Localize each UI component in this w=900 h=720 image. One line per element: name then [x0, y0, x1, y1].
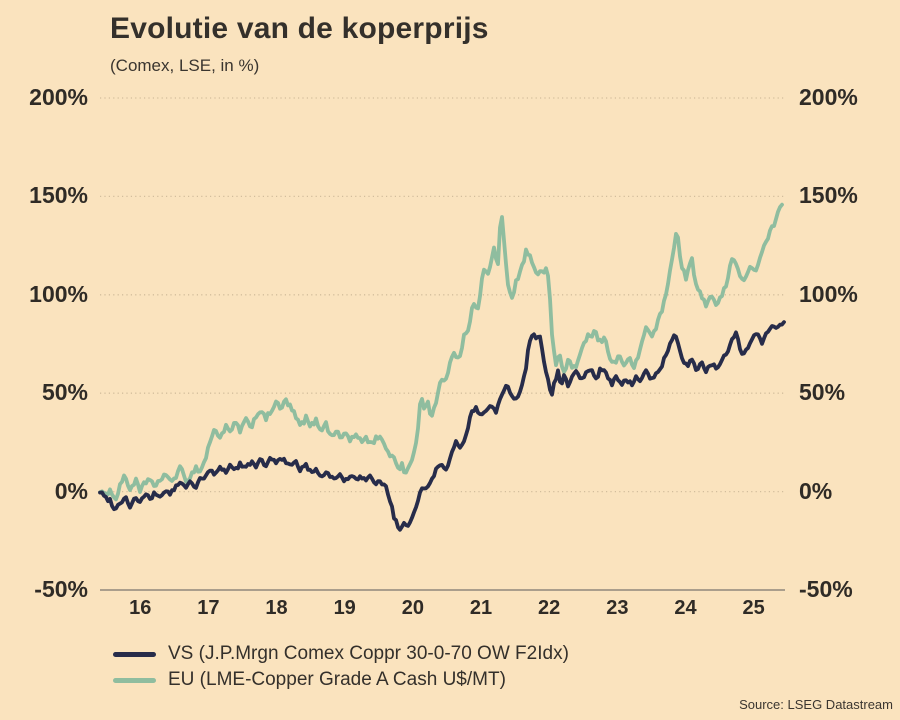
y-axis-label-left: 100% — [29, 280, 88, 307]
x-axis-label: 21 — [469, 597, 493, 619]
x-axis-label: 24 — [674, 597, 697, 619]
legend-swatch-vs-icon — [113, 651, 156, 657]
x-axis-label: 17 — [197, 597, 220, 619]
legend-swatch-eu-icon — [113, 677, 156, 683]
y-axis-label-right: 50% — [799, 379, 846, 406]
x-axis-label: 16 — [129, 597, 152, 619]
source-credit: Source: LSEG Datastream — [739, 697, 893, 712]
legend-label-eu: EU (LME-Copper Grade A Cash U$/MT) — [168, 669, 506, 690]
chart-subtitle: (Comex, LSE, in %) — [110, 56, 260, 75]
legend-row-eu: EU (LME-Copper Grade A Cash U$/MT) — [113, 667, 569, 693]
y-axis-label-left: 0% — [54, 477, 88, 504]
y-axis-label-left: 50% — [41, 379, 88, 406]
y-axis-label-left: -50% — [34, 576, 88, 602]
y-axis-label-right: 200% — [799, 84, 858, 110]
x-axis-label: 18 — [265, 597, 288, 619]
legend-row-vs: VS (J.P.Mrgn Comex Coppr 30-0-70 OW F2Id… — [113, 641, 569, 667]
y-axis-label-right: -50% — [799, 576, 853, 602]
y-axis-label-left: 150% — [29, 182, 88, 209]
y-axis-label-right: 100% — [799, 280, 858, 307]
y-axis-label-right: 150% — [799, 182, 858, 209]
x-axis-label: 23 — [606, 597, 629, 619]
x-axis-label: 25 — [742, 597, 765, 619]
legend: VS (J.P.Mrgn Comex Coppr 30-0-70 OW F2Id… — [113, 641, 569, 693]
x-axis-label: 22 — [538, 597, 561, 619]
series-line-eu — [98, 202, 784, 502]
chart-title: Evolutie van de koperprijs — [110, 12, 489, 45]
y-axis-label-left: 200% — [29, 84, 88, 110]
x-axis-label: 19 — [333, 597, 356, 619]
series-line-vs — [98, 320, 786, 532]
y-axis-label-right: 0% — [799, 477, 833, 504]
x-axis-label: 20 — [401, 597, 424, 619]
legend-label-vs: VS (J.P.Mrgn Comex Coppr 30-0-70 OW F2Id… — [168, 643, 569, 664]
